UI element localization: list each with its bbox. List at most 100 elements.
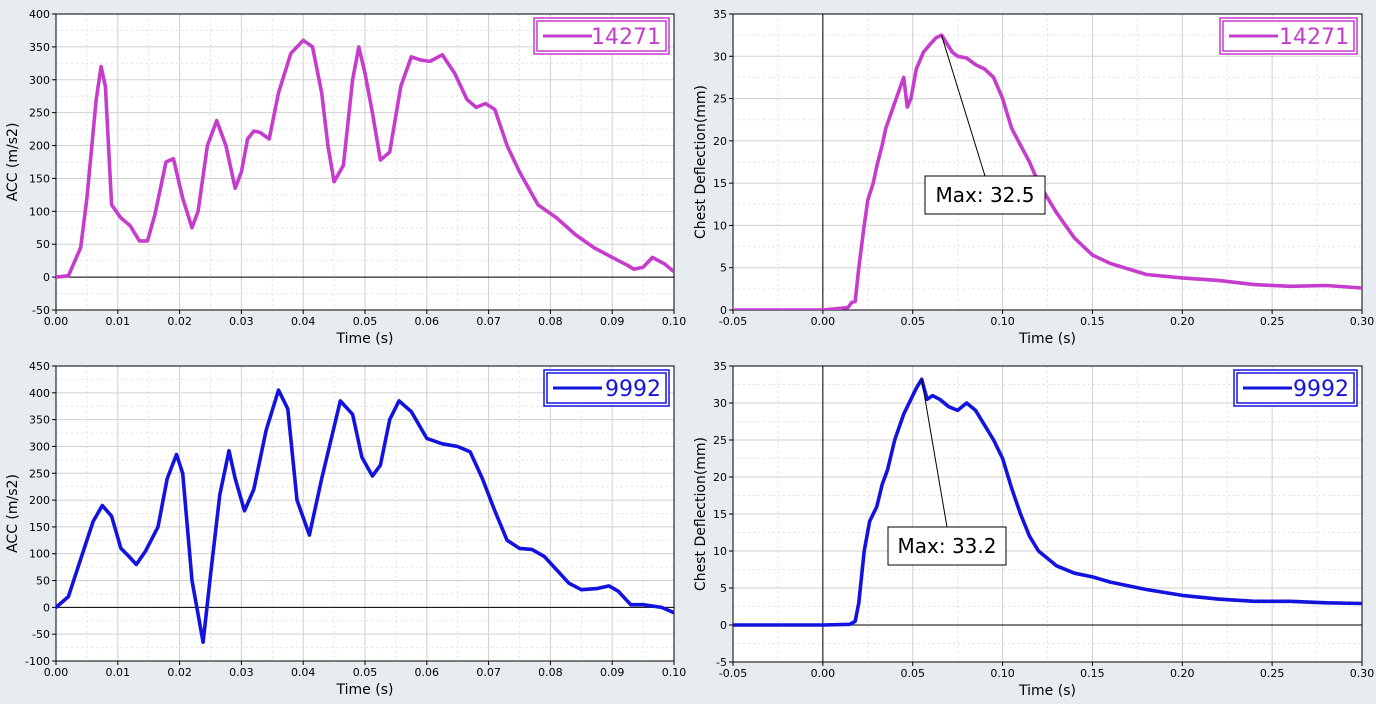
y-tick-label: -5 [716, 656, 727, 669]
series-line-9992 [56, 388, 674, 645]
chart-svg: -0.05 0.00 0.05 0.10 0.15 0.20 0.25 0.30 -5 0 5 10 1… [693, 360, 1374, 699]
x-tick-label: 0.04 [291, 315, 316, 328]
chart-panel-bottom-left: 0.00 0.01 0.02 0.03 0.04 0.05 0.06 0.07 0.08 0.09… [0, 352, 688, 704]
x-tick-label: 0.01 [106, 666, 131, 679]
chart-svg: 0.00 0.01 0.02 0.03 0.04 0.05 0.06 0.07 0.08 0.09… [5, 360, 686, 698]
legend-inner-border [546, 372, 667, 404]
legend-label: 9992 [605, 377, 661, 402]
y-tick-label: 450 [29, 360, 50, 373]
annotation-leader [921, 379, 948, 528]
y-tick-label: 25 [713, 434, 727, 447]
chart-svg: 0.00 0.01 0.02 0.03 0.04 0.05 0.06 0.07 0.08 0.09… [5, 8, 686, 347]
y-tick-label: 10 [713, 219, 727, 232]
y-tick-label: 0 [720, 619, 727, 632]
legend-inner-border [536, 20, 667, 52]
y-tick-label: 50 [36, 238, 50, 251]
y-tick-label: 5 [720, 582, 727, 595]
y-tick-label: 20 [713, 471, 727, 484]
x-axis-label: Time (s) [336, 682, 394, 698]
y-tick-label: 350 [29, 414, 50, 427]
x-tick-label: 0.07 [476, 666, 501, 679]
y-tick-label: 15 [713, 177, 727, 190]
x-tick-label: 0.05 [900, 667, 925, 680]
y-tick-label: 15 [713, 508, 727, 521]
x-tick-label: 0.04 [291, 666, 316, 679]
y-axis-label: ACC (m/s2) [5, 123, 21, 202]
x-tick-label: 0.30 [1350, 315, 1375, 328]
x-tick-label: 0.00 [811, 667, 836, 680]
y-tick-label: 30 [713, 397, 727, 410]
x-tick-label: 0.05 [353, 315, 378, 328]
annotation-box [924, 175, 1046, 215]
x-tick-label: 0.00 [44, 666, 69, 679]
x-tick-label: 0.09 [600, 315, 625, 328]
y-tick-label: 25 [713, 93, 727, 106]
y-axis-label: ACC (m/s2) [5, 474, 21, 553]
y-tick-label: 100 [29, 548, 50, 561]
x-tick-label: 0.20 [1170, 667, 1195, 680]
y-tick-label: 150 [29, 521, 50, 534]
x-tick-label: 0.08 [538, 666, 563, 679]
ticks: -0.05 0.00 0.05 0.10 0.15 0.20 0.25 0.30 -5 0 5 10 1… [713, 360, 1374, 680]
y-tick-label: 350 [29, 41, 50, 54]
y-tick-label: 300 [29, 74, 50, 87]
y-tick-label: 100 [29, 205, 50, 218]
x-tick-label: 0.02 [167, 315, 192, 328]
x-tick-label: -0.05 [719, 667, 747, 680]
x-tick-label: 0.03 [229, 315, 254, 328]
x-tick-label: 0.20 [1170, 315, 1195, 328]
x-tick-label: 0.30 [1350, 667, 1375, 680]
x-tick-label: 0.01 [106, 315, 131, 328]
x-axis-label: Time (s) [1018, 683, 1076, 699]
x-tick-label: 0.15 [1080, 315, 1105, 328]
x-tick-label: 0.00 [44, 315, 69, 328]
y-tick-label: 0 [720, 304, 727, 317]
x-tick-label: 0.05 [900, 315, 925, 328]
y-tick-label: 400 [29, 8, 50, 21]
legend-label: 14271 [591, 25, 661, 50]
y-tick-label: -50 [32, 304, 50, 317]
legend: 9992 [1233, 369, 1358, 407]
y-tick-label: 150 [29, 172, 50, 185]
x-tick-label: 0.06 [415, 666, 440, 679]
plot-frame [732, 13, 1363, 311]
x-tick-label: -0.05 [719, 315, 747, 328]
chart-panel-bottom-right: -0.05 0.00 0.05 0.10 0.15 0.20 0.25 0.30 -5 0 5 10 1… [688, 352, 1376, 704]
y-tick-label: 0 [43, 601, 50, 614]
y-tick-label: 35 [713, 360, 727, 373]
y-tick-label: 20 [713, 135, 727, 148]
y-tick-label: 400 [29, 387, 50, 400]
x-tick-label: 0.25 [1260, 315, 1285, 328]
y-tick-label: 5 [720, 262, 727, 275]
y-tick-label: 250 [29, 107, 50, 120]
annotation-leader [940, 34, 986, 177]
x-tick-label: 0.08 [538, 315, 563, 328]
series-line-14271 [56, 38, 674, 279]
annotation-box [887, 526, 1007, 566]
y-axis-label: Chest Deflection(mm) [693, 437, 709, 591]
ticks: 0.00 0.01 0.02 0.03 0.04 0.05 0.06 0.07 0.08 0.09… [29, 8, 686, 328]
legend-inner-border [1222, 20, 1355, 52]
x-tick-label: 0.10 [990, 667, 1015, 680]
ticks: 0.00 0.01 0.02 0.03 0.04 0.05 0.06 0.07 0.08 0.09… [25, 360, 686, 679]
chart-panel-top-right: -0.05 0.00 0.05 0.10 0.15 0.20 0.25 0.30 0 5 10 15 2… [688, 0, 1376, 352]
x-axis-label: Time (s) [1018, 331, 1076, 347]
max-annotation: Max: 32.5 [924, 34, 1046, 215]
chart-panel-top-left: 0.00 0.01 0.02 0.03 0.04 0.05 0.06 0.07 0.08 0.09… [0, 0, 688, 352]
x-tick-label: 0.05 [353, 666, 378, 679]
y-tick-label: -100 [25, 655, 50, 668]
y-tick-label: 250 [29, 467, 50, 480]
y-tick-label: 200 [29, 140, 50, 153]
x-tick-label: 0.10 [990, 315, 1015, 328]
legend: 9992 [543, 369, 670, 407]
x-tick-label: 0.03 [229, 666, 254, 679]
legend: 14271 [1219, 17, 1358, 55]
y-tick-label: 200 [29, 494, 50, 507]
series-line-9992 [733, 377, 1362, 627]
x-tick-label: 0.07 [476, 315, 501, 328]
max-annotation: Max: 33.2 [887, 379, 1007, 566]
chart-svg: -0.05 0.00 0.05 0.10 0.15 0.20 0.25 0.30 0 5 10 15 2… [693, 8, 1374, 347]
y-tick-label: 35 [713, 8, 727, 21]
ticks: -0.05 0.00 0.05 0.10 0.15 0.20 0.25 0.30 0 5 10 15 2… [713, 8, 1374, 328]
legend-label: 9992 [1293, 377, 1349, 402]
